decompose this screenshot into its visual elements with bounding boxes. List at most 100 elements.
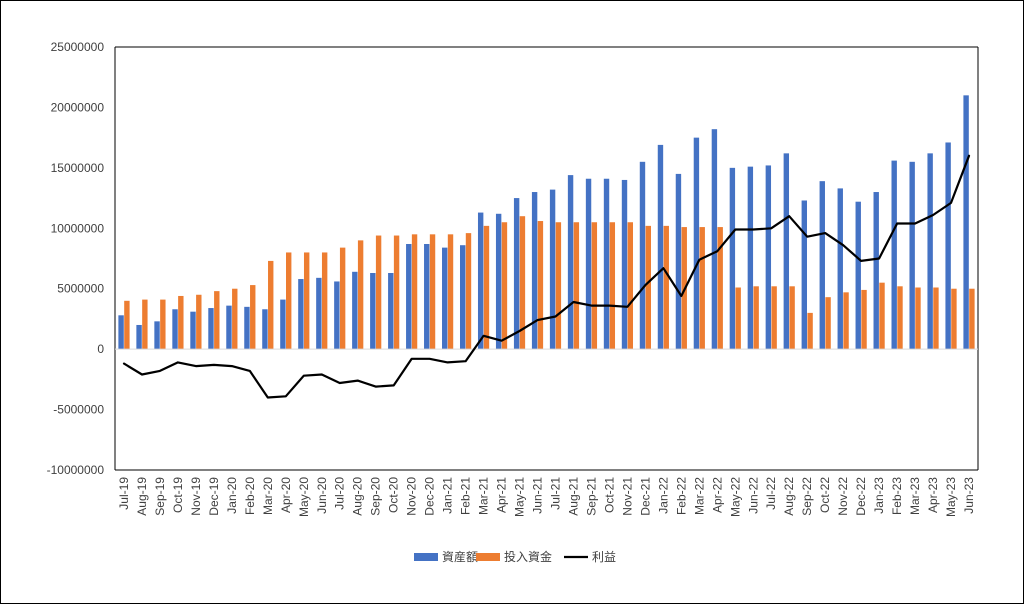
investment-bar	[519, 216, 526, 350]
asset-bar	[477, 212, 484, 350]
x-tick-label: Oct-20	[387, 477, 401, 513]
legend-label: 投入資金	[504, 549, 552, 564]
x-tick-label: Jan-23	[872, 477, 886, 514]
asset-bar	[675, 173, 682, 350]
x-tick-label: Jul-22	[764, 477, 778, 510]
investment-bar	[735, 287, 741, 350]
investment-bar	[555, 222, 562, 350]
investment-bar	[753, 286, 759, 350]
x-tick-label: Jan-20	[225, 477, 239, 514]
y-tick-label: 25000000	[51, 40, 105, 54]
investment-bar	[321, 252, 328, 350]
asset-bar	[945, 142, 951, 350]
investment-bar	[142, 299, 148, 350]
investment-bar	[609, 222, 616, 350]
line-series	[122, 154, 971, 399]
y-tick-label: 15000000	[51, 161, 105, 175]
x-tick-label: Aug-20	[351, 477, 365, 516]
asset-bar	[244, 306, 250, 350]
asset-bar	[639, 161, 646, 350]
x-tick-label: Nov-19	[189, 477, 203, 516]
asset-bar	[621, 179, 628, 350]
investment-bar	[339, 247, 346, 350]
asset-bar	[513, 198, 520, 350]
asset-bar	[352, 271, 358, 350]
y-tick-label: 10000000	[51, 221, 105, 235]
asset-bar	[747, 166, 754, 350]
x-tick-label: May-23	[944, 477, 958, 517]
x-tick-label: Sep-21	[584, 477, 598, 516]
investment-bar	[825, 297, 831, 350]
x-tick-label: Oct-22	[818, 477, 832, 513]
x-tick-label: Jan-22	[656, 477, 670, 514]
investment-bar	[178, 295, 184, 350]
investment-bar	[861, 289, 867, 350]
x-tick-label: Dec-22	[854, 477, 868, 516]
asset-bar	[262, 309, 268, 350]
x-tick-label: May-20	[297, 477, 311, 517]
investment-bar	[951, 288, 957, 350]
x-tick-label: Jan-21	[441, 477, 455, 514]
x-tick-label: Aug-21	[566, 477, 580, 516]
legend-label: 利益	[592, 550, 616, 564]
investment-bar	[268, 260, 274, 350]
asset-bar	[603, 178, 610, 350]
x-tick-label: Apr-20	[279, 477, 293, 513]
y-axis-tick-labels: 25000000 20000000 15000000 10000000 5000000 0…	[47, 40, 105, 477]
asset-bar	[226, 305, 232, 350]
x-tick-label: Sep-22	[800, 477, 814, 516]
investment-bar	[286, 252, 292, 350]
asset-bar	[963, 95, 969, 350]
investment-bar	[807, 312, 813, 350]
investment-bar	[879, 282, 885, 350]
investment-bar	[214, 291, 220, 350]
asset-bar	[172, 309, 178, 350]
x-tick-label: Mar-21	[477, 477, 491, 515]
asset-bar	[873, 192, 879, 350]
investment-bar	[933, 287, 939, 350]
x-tick-label: Feb-20	[243, 477, 257, 515]
x-tick-label: Mar-22	[692, 477, 706, 515]
asset-bar	[531, 192, 538, 350]
x-tick-label: Apr-22	[710, 477, 724, 513]
asset-bar	[855, 201, 861, 350]
investment-bar	[483, 225, 490, 350]
asset-bar	[406, 243, 412, 350]
investment-bar	[447, 234, 454, 350]
legend: 資産額 投入資金 利益	[414, 549, 616, 564]
investment-bar	[915, 287, 921, 350]
x-tick-label: Dec-21	[638, 477, 652, 516]
investment-bar	[250, 285, 256, 350]
investment-bar	[196, 294, 202, 350]
x-tick-label: Jul-19	[117, 477, 131, 510]
x-tick-label: Dec-20	[423, 477, 437, 516]
x-tick-label: Sep-19	[153, 477, 167, 516]
asset-bar	[783, 153, 790, 350]
legend-label: 資産額	[442, 549, 478, 564]
investment-bar	[429, 234, 436, 350]
asset-bar	[459, 245, 466, 350]
x-tick-label: Sep-20	[369, 477, 383, 516]
y-tick-label: 5000000	[57, 282, 104, 296]
investment-bar	[573, 222, 580, 350]
x-tick-label: Mar-20	[261, 477, 275, 515]
asset-bar	[208, 308, 214, 350]
x-tick-label: Jun-21	[531, 477, 545, 514]
x-tick-label: Apr-21	[495, 477, 509, 513]
investment-bar	[843, 292, 849, 350]
legend-swatch-investment	[476, 553, 500, 561]
asset-bar	[909, 161, 915, 350]
asset-bar	[567, 175, 574, 350]
investment-bar	[232, 288, 238, 350]
asset-bar	[136, 324, 142, 350]
investment-bar	[645, 225, 651, 350]
asset-bar	[316, 277, 322, 350]
investment-bar	[969, 288, 975, 350]
profit-line	[122, 154, 971, 399]
bar-marks	[118, 95, 975, 350]
x-tick-label: May-21	[513, 477, 527, 517]
x-tick-label: Feb-23	[890, 477, 904, 515]
asset-bar	[729, 167, 736, 350]
asset-bar	[837, 188, 843, 350]
asset-bar	[190, 311, 196, 350]
